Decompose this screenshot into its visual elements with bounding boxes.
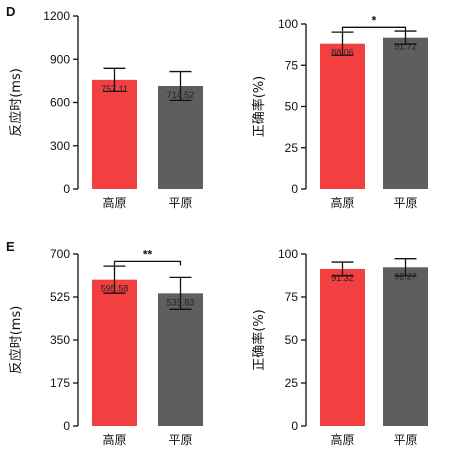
x-category-label: 高原 (330, 195, 354, 210)
x-category-label: 平原 (393, 433, 417, 447)
x-category-label: 平原 (393, 196, 417, 210)
data-label: 595.58 (101, 284, 129, 294)
panel-bottom-right: 0 25 50 75 100 正确率(%) 91.32 高原 92.27 平原 (251, 247, 428, 447)
y-tick-label: 175 (50, 376, 70, 390)
y-tick-label: 25 (285, 376, 299, 390)
y-tick-label: 600 (50, 96, 70, 110)
data-label: 757.11 (101, 84, 128, 94)
data-label: 539.83 (167, 297, 195, 307)
y-axis-title: 反应时(ms) (8, 306, 24, 375)
significance-bracket (113, 260, 182, 266)
panel-top-right: 0 25 50 75 100 正确率(%) 88.06 高原 91.72 平原 * (251, 13, 428, 210)
y-axis-title: 正确率(%) (251, 309, 267, 371)
y-tick-label: 75 (285, 290, 299, 304)
data-label: 88.06 (331, 48, 354, 58)
y-tick-label: 0 (291, 182, 298, 196)
panel-letter: D (6, 4, 15, 19)
significance-bracket (341, 26, 407, 32)
x-category-label: 高原 (330, 432, 354, 447)
y-axis-title: 正确率(%) (251, 76, 267, 138)
data-label: 91.72 (394, 42, 417, 52)
bar (320, 268, 365, 426)
bar (92, 279, 137, 426)
y-tick-label: 100 (278, 17, 298, 31)
y-tick-label: 50 (285, 100, 299, 114)
y-tick-label: 700 (50, 247, 70, 261)
panel-bottom-left: E 0 175 350 525 700 反应时(ms) 595.58 高原 539.83 平原 ** (6, 239, 203, 447)
significance-marker: ** (143, 247, 153, 261)
y-tick-label: 0 (291, 419, 298, 433)
y-tick-label: 1200 (43, 9, 70, 23)
x-category-label: 平原 (168, 196, 192, 210)
x-category-label: 高原 (102, 195, 126, 210)
y-axis-title: 反应时(ms) (8, 68, 24, 137)
y-tick-label: 100 (278, 247, 298, 261)
x-category-label: 高原 (102, 432, 126, 447)
y-tick-label: 525 (50, 290, 70, 304)
bar (383, 37, 428, 189)
panel-letter: E (6, 239, 15, 254)
panel-top-left: D 0 300 600 900 1200 反应时(ms) 757.11 高原 714.52 平原 (6, 4, 203, 210)
bar (92, 79, 137, 189)
y-tick-label: 350 (50, 333, 70, 347)
significance-marker: * (372, 13, 377, 27)
data-label: 92.27 (394, 271, 417, 281)
x-category-label: 平原 (168, 433, 192, 447)
data-label: 91.32 (331, 273, 354, 283)
y-tick-label: 75 (285, 58, 299, 72)
y-tick-label: 900 (50, 52, 70, 66)
y-tick-label: 50 (285, 333, 299, 347)
y-tick-label: 0 (63, 419, 70, 433)
y-tick-label: 0 (63, 182, 70, 196)
y-tick-label: 25 (285, 141, 299, 155)
y-tick-label: 300 (50, 139, 70, 153)
bar (320, 43, 365, 189)
bar (158, 293, 203, 426)
bar (158, 85, 203, 189)
bar (383, 267, 428, 426)
data-label: 714.52 (167, 90, 195, 100)
